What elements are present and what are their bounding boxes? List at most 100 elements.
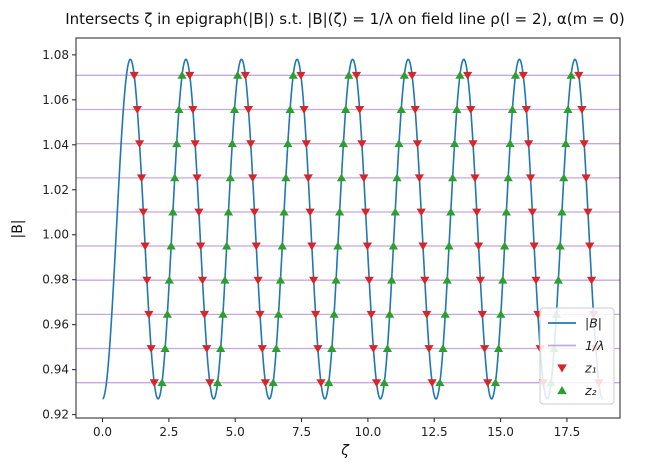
y-tick-label: 0.96 [42, 318, 69, 332]
z1-marker [427, 379, 437, 388]
z1-marker [583, 208, 593, 217]
z1-marker [138, 208, 148, 217]
z2-marker [281, 173, 291, 182]
y-tick-label: 1.04 [42, 138, 69, 152]
legend-label: z₁ [584, 361, 597, 376]
legend-box [539, 307, 615, 405]
z2-marker [229, 105, 240, 113]
z2-marker [385, 309, 395, 318]
z2-marker [498, 275, 508, 284]
y-tick-label: 0.94 [42, 363, 69, 377]
y-axis-label: |B| [10, 219, 26, 238]
z1-marker [586, 276, 597, 285]
z1-marker [483, 379, 493, 388]
x-tick-label: 12.5 [421, 425, 448, 439]
z2-marker [390, 207, 400, 216]
z1-marker [134, 140, 145, 149]
z1-marker [357, 140, 367, 149]
plot-frame [75, 37, 621, 419]
z1-marker [309, 276, 319, 285]
chart-title: Intersects ζ in epigraph(|B|) s.t. |B|(ζ… [65, 10, 625, 28]
z1-marker [355, 106, 365, 114]
y-tick-label: 1.06 [42, 93, 69, 107]
z1-marker [253, 276, 263, 285]
z2-marker [288, 70, 298, 79]
x-tick-label: 7.5 [292, 425, 311, 439]
z2-marker [216, 344, 226, 352]
z2-marker [446, 207, 456, 216]
z1-marker [260, 379, 270, 388]
x-axis: 0.0 2.5 5.0 7.5 10.0 12.5 15.0 17.5 [93, 418, 580, 439]
z1-marker [581, 174, 591, 183]
z1-marker [248, 174, 258, 183]
z1-marker [129, 71, 139, 80]
z1-marker [205, 379, 215, 388]
z1-marker [574, 71, 584, 80]
y-tick-label: 0.98 [42, 273, 69, 287]
z2-marker [338, 139, 349, 148]
z2-marker [493, 344, 504, 352]
z1-marker [136, 174, 147, 183]
x-tick-label: 0.0 [93, 425, 112, 439]
legend-swatch [557, 385, 567, 395]
x-axis-label: ζ [340, 443, 350, 459]
z2-marker [220, 275, 230, 284]
legend-swatch [557, 364, 567, 373]
b-field-line [102, 58, 604, 400]
z1-marker [472, 208, 482, 217]
z2-marker [392, 173, 402, 182]
z2-marker [285, 105, 295, 113]
z2-marker [499, 241, 510, 250]
z2-marker [442, 275, 452, 284]
z2-marker [557, 207, 567, 216]
legend: |B| 1/λ z₁ z₂ [539, 307, 615, 405]
marker-group [129, 70, 604, 388]
z2-marker [449, 139, 460, 148]
z2-marker [559, 173, 569, 182]
z2-marker [505, 139, 515, 148]
z2-marker [166, 241, 176, 250]
z2-marker [496, 309, 506, 318]
z1-marker [194, 208, 204, 217]
y-tick-label: 1.08 [42, 48, 69, 62]
z2-marker [555, 241, 565, 250]
z1-marker [477, 310, 487, 319]
z2-marker [275, 275, 286, 284]
z2-marker [563, 105, 573, 113]
z2-marker [344, 70, 354, 79]
z1-marker [251, 242, 261, 251]
x-tick-label: 5.0 [226, 425, 245, 439]
z2-marker [157, 378, 167, 387]
z1-marker [240, 71, 250, 80]
z2-marker [273, 309, 284, 318]
z2-marker [335, 207, 345, 216]
z1-marker [146, 345, 156, 353]
z1-marker [144, 310, 154, 319]
z2-marker [327, 344, 337, 352]
z2-marker [233, 70, 243, 79]
z2-marker [277, 241, 287, 250]
z2-marker [396, 105, 406, 113]
z1-marker [529, 242, 539, 251]
z2-marker [341, 105, 351, 113]
z2-marker [394, 139, 404, 148]
z2-marker [501, 207, 511, 216]
z2-marker [507, 105, 517, 113]
z2-marker [223, 207, 234, 216]
z2-marker [329, 309, 339, 318]
z1-marker [362, 242, 373, 251]
z1-marker [192, 174, 202, 183]
z1-marker [149, 379, 159, 388]
z2-marker [227, 139, 237, 148]
y-tick-label: 1.02 [42, 183, 69, 197]
z2-marker [172, 139, 182, 148]
z2-marker [324, 378, 334, 387]
x-tick-label: 10.0 [355, 425, 382, 439]
y-tick-label: 0.92 [42, 408, 69, 422]
z1-marker [524, 140, 534, 149]
z2-marker [503, 173, 513, 182]
z2-marker [268, 378, 278, 387]
z1-marker [299, 106, 309, 114]
z1-marker [366, 310, 376, 319]
